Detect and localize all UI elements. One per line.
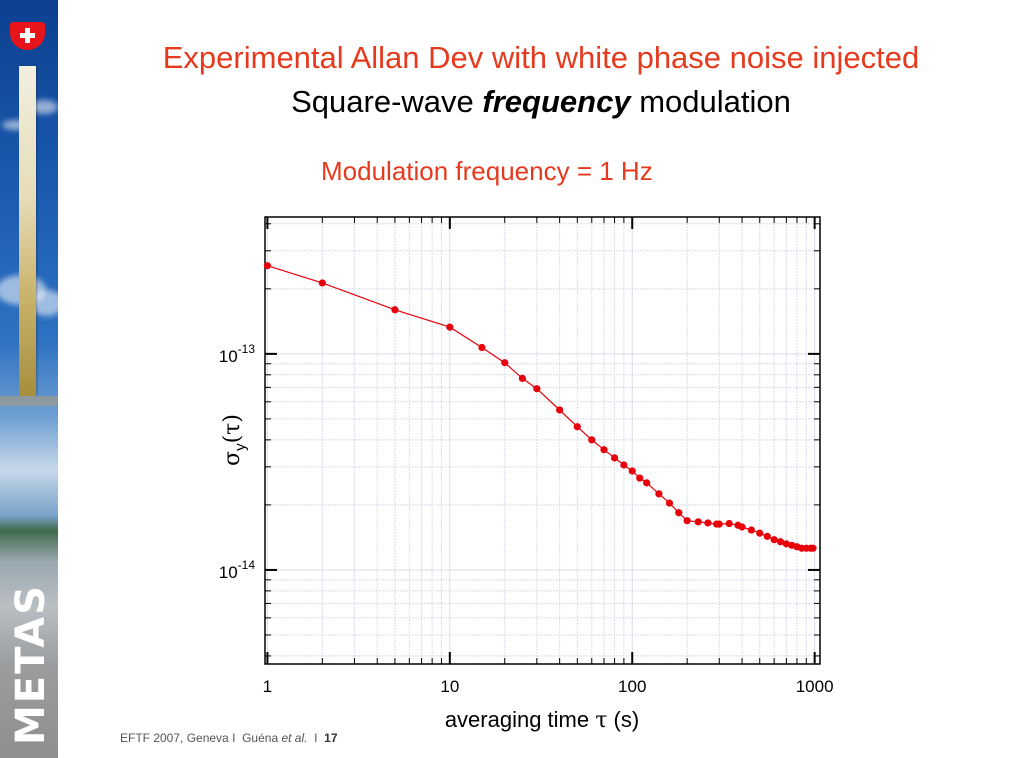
data-point <box>782 540 790 548</box>
data-point <box>518 374 527 382</box>
x-tick-label: 1000 <box>796 677 834 696</box>
grid <box>265 217 820 664</box>
footer-author: Guéna <box>242 731 279 745</box>
data-point <box>694 518 702 526</box>
y-tick-label: 10-13 <box>219 342 256 366</box>
data-point <box>643 479 651 487</box>
subtitle-prefix: Square-wave <box>291 84 483 119</box>
data-point <box>318 279 326 287</box>
swiss-cross-shield-icon <box>10 22 45 50</box>
x-tick-label: 100 <box>618 677 646 696</box>
data-point <box>770 536 778 544</box>
footer-separator: I <box>232 731 236 745</box>
x-axis-title: averaging time τ (s) <box>445 707 639 733</box>
page-number: 17 <box>324 731 338 745</box>
data-point <box>533 385 541 393</box>
data-point <box>391 306 399 314</box>
cloud-decoration <box>2 120 32 130</box>
plot-frame <box>264 216 821 665</box>
x-tick-label: 10 <box>440 677 459 696</box>
y-axis-title: σy(τ) <box>220 414 249 466</box>
data-point <box>610 454 619 462</box>
cloud-decoration <box>30 100 58 114</box>
slide-footer: EFTF 2007, Geneva I Guéna et al. I 17 <box>120 731 338 745</box>
data-point <box>636 474 644 482</box>
data-point <box>725 519 733 528</box>
x-tick-labels: 1 10 100 1000 <box>263 677 834 696</box>
data-point <box>776 538 785 546</box>
sidebar-image: METAS <box>0 0 58 758</box>
axis-ticks <box>265 217 820 664</box>
monument-pillar-image <box>19 66 36 396</box>
slide-subtitle: Square-wave frequency modulation <box>58 84 1024 120</box>
x-tick-label: 1 <box>263 677 272 696</box>
data-point <box>446 323 454 331</box>
data-point <box>738 523 746 531</box>
data-point <box>675 509 683 517</box>
data-point <box>704 519 712 527</box>
data-point <box>763 532 771 540</box>
data-point <box>573 423 581 431</box>
monument-base-image <box>0 396 58 406</box>
slide-title: Experimental Allan Dev with white phase … <box>162 40 920 75</box>
data-point <box>756 529 764 537</box>
data-point <box>556 406 564 414</box>
chart-title: Modulation frequency = 1 Hz <box>321 156 653 186</box>
series-line <box>267 265 813 549</box>
footer-separator: I <box>314 731 318 745</box>
data-point <box>478 343 486 352</box>
data-point <box>588 436 596 444</box>
series <box>263 262 817 552</box>
data-point <box>655 490 663 498</box>
data-point <box>747 526 755 534</box>
footer-author-suffix: et al. <box>281 731 308 745</box>
data-point <box>628 467 636 475</box>
data-point <box>665 499 674 507</box>
footer-event: EFTF 2007, Geneva <box>120 731 229 745</box>
data-point <box>620 461 628 469</box>
subtitle-suffix: modulation <box>630 84 791 119</box>
y-tick-labels: 10-13 10-14 <box>219 342 256 582</box>
data-point <box>809 544 817 552</box>
data-point <box>683 517 691 525</box>
subtitle-emphasis: frequency <box>482 84 631 119</box>
data-point <box>263 262 272 270</box>
data-point <box>600 446 608 454</box>
y-tick-label: 10-14 <box>219 558 256 582</box>
data-point <box>501 359 509 367</box>
data-point <box>715 520 723 528</box>
